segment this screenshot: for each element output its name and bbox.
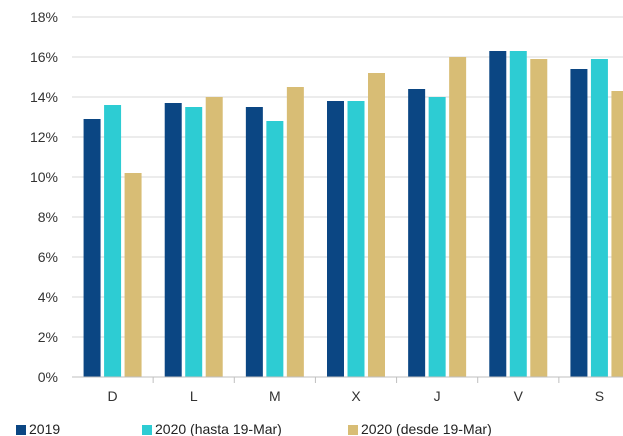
bar-2019-D xyxy=(83,119,101,377)
x-tick-label: D xyxy=(108,388,118,404)
legend: 2019 2020 (hasta 19-Mar) 2020 (desde 19-Ma… xyxy=(16,421,492,436)
bar-2020 (desde 19-Mar)-L xyxy=(205,97,223,377)
bar-2019-J xyxy=(408,89,426,377)
bar-2020 (desde 19-Mar)-J xyxy=(449,57,467,377)
x-tick-label: V xyxy=(514,388,524,404)
bar-2019-L xyxy=(164,103,182,377)
bar-2019-S xyxy=(570,69,588,377)
bar-2019-X xyxy=(327,101,344,377)
legend-label: 2020 (desde 19-Mar) xyxy=(361,421,492,436)
bar-2020 (hasta 19-Mar)-M xyxy=(266,121,284,377)
bar-2020 (desde 19-Mar)-S xyxy=(611,91,623,377)
bar-2020 (hasta 19-Mar)-L xyxy=(185,107,203,377)
x-tick-label: X xyxy=(351,388,361,404)
y-tick-label: 8% xyxy=(38,209,58,225)
y-tick-label: 10% xyxy=(30,169,58,185)
bar-2019-V xyxy=(489,51,507,377)
bar-2020 (desde 19-Mar)-X xyxy=(368,73,385,377)
bar-2020 (desde 19-Mar)-V xyxy=(530,59,548,377)
y-tick-label: 16% xyxy=(30,49,58,65)
y-tick-label: 14% xyxy=(30,89,58,105)
bar-2020 (hasta 19-Mar)-V xyxy=(509,51,527,377)
y-tick-label: 18% xyxy=(30,9,58,25)
bar-2020 (desde 19-Mar)-D xyxy=(124,173,142,377)
y-tick-label: 12% xyxy=(30,129,58,145)
y-tick-label: 6% xyxy=(38,249,58,265)
legend-swatch xyxy=(16,425,26,435)
x-tick-label: M xyxy=(269,388,281,404)
bars xyxy=(83,51,623,377)
bar-2020 (hasta 19-Mar)-X xyxy=(347,101,365,377)
legend-swatch xyxy=(348,425,358,435)
bar-2020 (desde 19-Mar)-M xyxy=(286,87,304,377)
y-axis: 0% 2% 4% 6% 8% 10% 12% 14% 16% 18% xyxy=(30,9,58,385)
x-tick-label: S xyxy=(595,388,604,404)
y-tick-label: 2% xyxy=(38,329,58,345)
legend-label: 2019 xyxy=(29,421,60,436)
bar-2020 (hasta 19-Mar)-S xyxy=(590,59,608,377)
bar-2020 (hasta 19-Mar)-J xyxy=(428,97,446,377)
legend-swatch xyxy=(142,425,152,435)
legend-label: 2020 (hasta 19-Mar) xyxy=(155,421,282,436)
y-tick-label: 4% xyxy=(38,289,58,305)
bar-2020 (hasta 19-Mar)-D xyxy=(104,105,122,377)
y-tick-label: 0% xyxy=(38,369,58,385)
bar-2019-M xyxy=(245,107,263,377)
x-tick-label: L xyxy=(190,388,198,404)
x-tick-label: J xyxy=(434,388,441,404)
